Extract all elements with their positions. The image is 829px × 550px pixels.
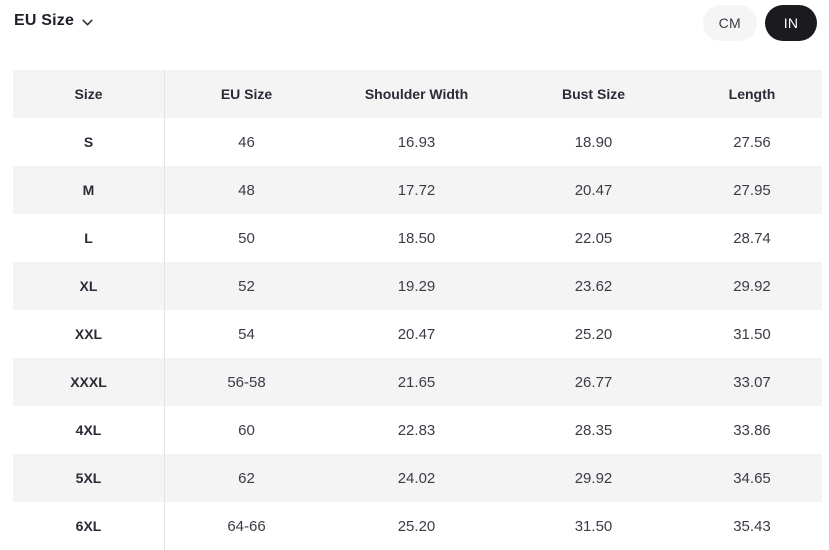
length-cell: 35.43 <box>733 517 771 535</box>
size-system-label: EU Size <box>14 12 75 29</box>
shoulder-width-cell: 19.29 <box>397 277 436 295</box>
eu-size-cell: 52 <box>238 277 255 295</box>
size-chart-toolbar: EU Size CM IN <box>0 0 829 41</box>
bust-size-cell: 22.05 <box>574 229 613 247</box>
length-cell: 28.74 <box>733 229 771 247</box>
chevron-down-icon <box>81 16 94 29</box>
eu-size-cell: 60 <box>238 421 255 439</box>
length-cell: 34.65 <box>733 469 771 487</box>
bust-size-cell: 23.62 <box>574 277 613 295</box>
shoulder-width-cell: 17.72 <box>397 181 436 199</box>
bust-size-cell: 25.20 <box>574 325 613 343</box>
shoulder-width-cell: 20.47 <box>397 325 436 343</box>
table-row: L 50 18.50 22.05 28.74 <box>13 214 822 262</box>
length-cell: 27.95 <box>733 181 771 199</box>
bust-size-cell: 26.77 <box>574 373 613 391</box>
shoulder-width-cell: 21.65 <box>397 373 436 391</box>
column-header-size: Size <box>13 70 165 118</box>
bust-size-cell: 18.90 <box>574 133 613 151</box>
eu-size-cell: 46 <box>238 133 255 151</box>
size-cell: S <box>13 118 165 166</box>
column-header-shoulder-width: Shoulder Width <box>364 86 469 102</box>
table-row: XL 52 19.29 23.62 29.92 <box>13 262 822 310</box>
column-header-eu-size: EU Size <box>220 86 273 102</box>
bust-size-cell: 29.92 <box>574 469 613 487</box>
eu-size-cell: 62 <box>238 469 255 487</box>
size-cell: 6XL <box>13 502 165 550</box>
size-cell: 5XL <box>13 454 165 502</box>
eu-size-cell: 64-66 <box>227 517 266 535</box>
bust-size-cell: 31.50 <box>574 517 613 535</box>
size-cell: XXL <box>13 310 165 358</box>
length-cell: 29.92 <box>733 277 771 295</box>
length-cell: 31.50 <box>733 325 771 343</box>
shoulder-width-cell: 16.93 <box>397 133 436 151</box>
table-row: M 48 17.72 20.47 27.95 <box>13 166 822 214</box>
bust-size-cell: 20.47 <box>574 181 613 199</box>
size-cell: M <box>13 166 165 214</box>
size-cell: L <box>13 214 165 262</box>
table-row: XXXL 56-58 21.65 26.77 33.07 <box>13 358 822 406</box>
column-header-length: Length <box>728 86 776 102</box>
column-header-bust-size: Bust Size <box>561 86 625 102</box>
table-row: 6XL 64-66 25.20 31.50 35.43 <box>13 502 822 550</box>
size-cell: XXXL <box>13 358 165 406</box>
size-cell: 4XL <box>13 406 165 454</box>
table-row: XXL 54 20.47 25.20 31.50 <box>13 310 822 358</box>
bust-size-cell: 28.35 <box>574 421 613 439</box>
table-row: 4XL 60 22.83 28.35 33.86 <box>13 406 822 454</box>
length-cell: 33.86 <box>733 421 771 439</box>
unit-cm-button[interactable]: CM <box>702 5 757 41</box>
length-cell: 33.07 <box>733 373 771 391</box>
shoulder-width-cell: 18.50 <box>397 229 436 247</box>
table-row: S 46 16.93 18.90 27.56 <box>13 118 822 166</box>
size-chart-table: Size EU Size Shoulder Width Bust Size Le… <box>13 70 822 550</box>
unit-toggle: CM IN <box>702 5 817 41</box>
length-cell: 27.56 <box>733 133 771 151</box>
table-header-row: Size EU Size Shoulder Width Bust Size Le… <box>13 70 822 118</box>
size-cell: XL <box>13 262 165 310</box>
eu-size-cell: 56-58 <box>227 373 266 391</box>
shoulder-width-cell: 22.83 <box>397 421 436 439</box>
shoulder-width-cell: 24.02 <box>397 469 436 487</box>
unit-in-button[interactable]: IN <box>765 5 817 41</box>
size-system-dropdown[interactable]: EU Size <box>14 12 94 30</box>
eu-size-cell: 50 <box>238 229 255 247</box>
table-row: 5XL 62 24.02 29.92 34.65 <box>13 454 822 502</box>
eu-size-cell: 48 <box>238 181 255 199</box>
shoulder-width-cell: 25.20 <box>397 517 436 535</box>
eu-size-cell: 54 <box>238 325 255 343</box>
